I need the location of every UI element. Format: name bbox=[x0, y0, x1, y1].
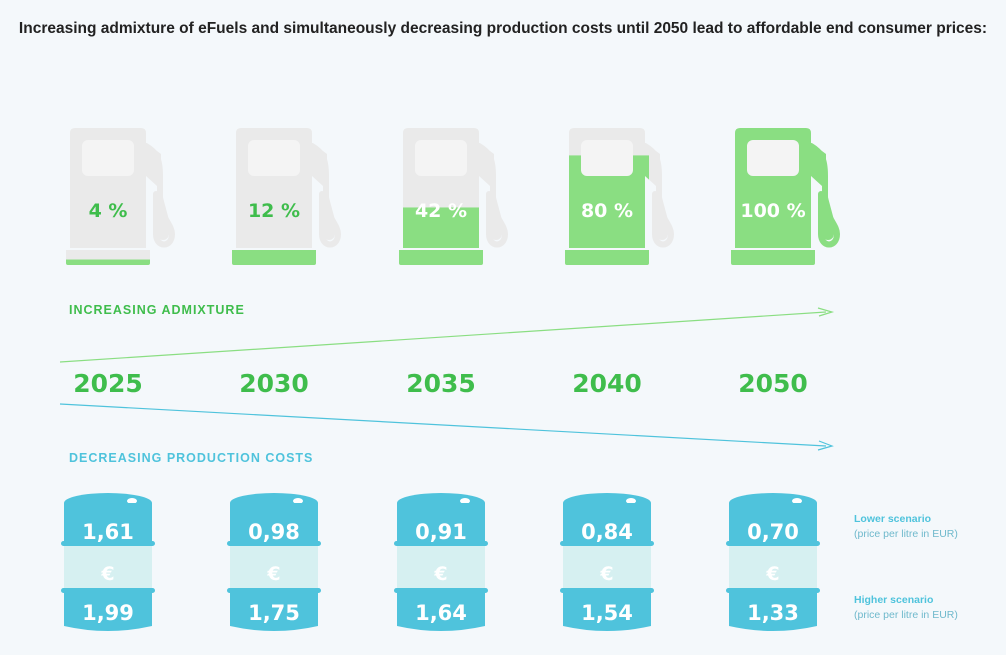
higher-price-label: 1,75 bbox=[248, 601, 300, 625]
fuel-pump-display bbox=[581, 140, 633, 176]
admixture-percent-label: 42 % bbox=[415, 200, 467, 222]
fuel-barrel: 0,98 €1,75 bbox=[227, 493, 321, 631]
euro-icon: € bbox=[266, 563, 280, 585]
fuel-pump-hose bbox=[309, 143, 342, 248]
admixture-percent-label: 100 % bbox=[740, 200, 805, 222]
barrel-ring bbox=[726, 588, 820, 593]
production-costs-arrow bbox=[59, 403, 834, 451]
higher-price-label: 1,64 bbox=[415, 601, 467, 625]
barrel-cap bbox=[127, 498, 137, 504]
barrel-ring bbox=[394, 588, 488, 593]
higher-price-label: 1,33 bbox=[747, 601, 799, 625]
barrel-ring bbox=[227, 588, 321, 593]
year-label: 2025 bbox=[73, 369, 143, 398]
fuel-barrel: 0,91 €1,64 bbox=[394, 493, 488, 631]
lower-scenario-subtitle: (price per litre in EUR) bbox=[854, 528, 958, 540]
admixture-fill-level bbox=[232, 248, 316, 265]
barrel-cap bbox=[460, 498, 470, 504]
euro-icon: € bbox=[100, 563, 114, 585]
admixture-fill-level bbox=[66, 259, 150, 265]
admixture-percent-label: 80 % bbox=[581, 200, 633, 222]
lower-scenario-title: Lower scenario bbox=[854, 513, 932, 525]
lower-price-label: 0,70 bbox=[747, 520, 799, 544]
euro-icon: € bbox=[765, 563, 779, 585]
lower-price-label: 1,61 bbox=[82, 520, 134, 544]
higher-scenario-subtitle: (price per litre in EUR) bbox=[854, 609, 958, 621]
lower-price-label: 0,91 bbox=[415, 520, 467, 544]
barrel-ring bbox=[560, 541, 654, 546]
fuel-pump-display bbox=[415, 140, 467, 176]
barrel-ring bbox=[560, 588, 654, 593]
fuel-pump-display bbox=[747, 140, 799, 176]
production-costs-label: DECREASING PRODUCTION COSTS bbox=[69, 451, 314, 465]
barrel-cap bbox=[792, 498, 802, 504]
barrel-cap bbox=[626, 498, 636, 504]
fuel-pump-hose bbox=[143, 143, 176, 248]
headline: Increasing admixture of eFuels and simul… bbox=[18, 20, 988, 37]
barrel-ring bbox=[726, 541, 820, 546]
admixture-arrow bbox=[59, 307, 835, 363]
euro-icon: € bbox=[433, 563, 447, 585]
fuel-pump-display bbox=[248, 140, 300, 176]
higher-price-label: 1,99 bbox=[82, 601, 134, 625]
admixture-label: INCREASING ADMIXTURE bbox=[69, 303, 245, 317]
barrel-ring bbox=[394, 541, 488, 546]
year-label: 2040 bbox=[572, 369, 642, 398]
barrel-ring bbox=[61, 541, 155, 546]
barrel-cap bbox=[293, 498, 303, 504]
fuel-pump-display bbox=[82, 140, 134, 176]
fuel-pump-hose bbox=[476, 143, 509, 248]
fuel-pump-hose bbox=[642, 143, 675, 248]
higher-scenario-legend: Higher scenario (price per litre in EUR) bbox=[854, 594, 958, 621]
higher-scenario-title: Higher scenario bbox=[854, 594, 934, 606]
lower-price-label: 0,84 bbox=[581, 520, 633, 544]
admixture-percent-label: 12 % bbox=[248, 200, 300, 222]
fuel-pump-hose bbox=[808, 143, 841, 248]
higher-price-label: 1,54 bbox=[581, 601, 633, 625]
year-label: 2050 bbox=[738, 369, 808, 398]
admixture-percent-label: 4 % bbox=[89, 200, 128, 222]
year-label: 2030 bbox=[239, 369, 309, 398]
fuel-barrel: 0,70 €1,33 bbox=[726, 493, 820, 631]
lower-price-label: 0,98 bbox=[248, 520, 300, 544]
admixture-fill-level bbox=[399, 207, 483, 265]
fuel-barrel: 1,61 €1,99 bbox=[61, 493, 155, 631]
year-label: 2035 bbox=[406, 369, 476, 398]
euro-icon: € bbox=[599, 563, 613, 585]
lower-scenario-legend: Lower scenario (price per litre in EUR) bbox=[854, 513, 958, 540]
barrel-ring bbox=[227, 541, 321, 546]
barrel-ring bbox=[61, 588, 155, 593]
fuel-barrel: 0,84 €1,54 bbox=[560, 493, 654, 631]
